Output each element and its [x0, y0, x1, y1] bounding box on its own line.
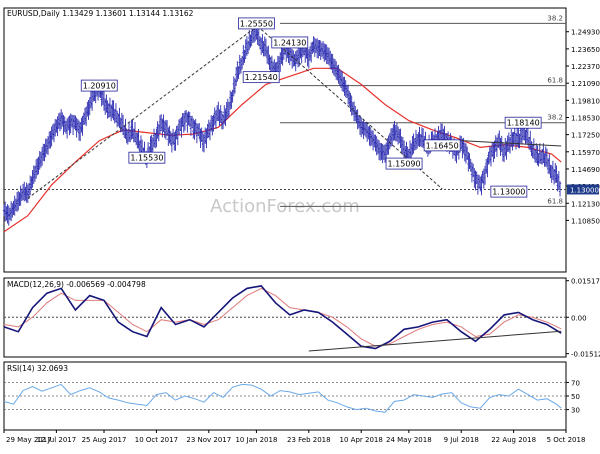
price-ytick-label: 1.17250: [571, 132, 600, 140]
rsi-line: [3, 383, 562, 413]
price-label-box: [242, 71, 280, 84]
price-ytick-label: 1.10850: [571, 217, 600, 225]
fib-label: 38.2: [547, 14, 563, 22]
price-ytick-label: 1.24930: [571, 29, 600, 37]
price-label: 1.13000: [492, 188, 525, 197]
price-trendline: [461, 140, 562, 147]
macd-signal-line: [3, 287, 562, 347]
current-price-label: 1.13000: [570, 186, 599, 194]
price-label-box: [385, 157, 423, 170]
price-ytick-label: 1.22370: [571, 63, 600, 71]
macd-trendline: [308, 330, 562, 352]
fib-label: 38.2: [547, 114, 563, 122]
x-tick-label: 10 Oct 2017: [135, 436, 178, 444]
rsi-ytick-label: 70: [571, 379, 580, 387]
chart-title: EURUSD,Daily 1.13429 1.13601 1.13144 1.1…: [7, 9, 194, 18]
price-label: 1.15530: [130, 154, 163, 163]
x-tick-label: 10 Jan 2018: [235, 436, 277, 444]
price-label: 1.21540: [245, 73, 278, 82]
x-tick-label: 29 May 2017: [6, 436, 52, 444]
rsi-title: RSI(14) 32.0693: [7, 364, 68, 373]
x-tick-label: 23 Feb 2018: [287, 436, 331, 444]
price-ytick-label: 1.15970: [571, 149, 600, 157]
price-label-box: [80, 79, 118, 92]
price-panel-frame: [3, 7, 567, 273]
fib-label: 61.8: [547, 77, 563, 85]
price-ytick-label: 1.21090: [571, 80, 600, 88]
price-ytick-label: 1.19810: [571, 97, 600, 105]
price-label-box: [238, 17, 275, 30]
price-label: 1.20910: [83, 82, 116, 91]
price-label-box: [490, 185, 528, 198]
price-label: 1.24130: [273, 38, 306, 47]
macd-title: MACD(12,26,9) -0.006569 -0.004798: [7, 280, 146, 289]
price-ytick-label: 1.23650: [571, 46, 600, 54]
macd-ytick-label: -0.015126: [571, 351, 600, 359]
current-price-box: [567, 184, 599, 195]
x-tick-label: 22 Aug 2018: [491, 436, 536, 444]
price-label-box: [504, 116, 542, 129]
price-label-box: [423, 139, 461, 152]
fib-label: 61.8: [547, 197, 563, 205]
price-ytick-label: 1.12130: [571, 200, 600, 208]
price-label: 1.25550: [240, 19, 273, 28]
price-label: 1.16450: [426, 141, 459, 150]
x-tick-label: 10 Apr 2018: [340, 436, 383, 444]
rsi-ytick-label: 50: [571, 393, 580, 401]
price-label: 1.18140: [507, 119, 540, 128]
x-tick-label: 9 Jul 2018: [444, 436, 479, 444]
macd-line: [3, 285, 562, 350]
x-tick-label: 5 Oct 2018: [547, 436, 586, 444]
x-tick-label: 12 Jul 2017: [37, 436, 77, 444]
price-trendline: [27, 26, 257, 199]
price-ytick-label: 1.14690: [571, 166, 600, 174]
rsi-ytick-label: 30: [571, 407, 580, 415]
macd-ytick-label: 0.015178: [571, 278, 600, 286]
price-label-box: [271, 36, 309, 49]
price-label: 1.15090: [388, 160, 421, 169]
moving-average-line: [3, 67, 562, 233]
x-tick-label: 24 May 2018: [386, 436, 432, 444]
price-label-box: [128, 151, 166, 164]
x-tick-label: 23 Nov 2017: [186, 436, 231, 444]
x-tick-label: 25 Aug 2017: [82, 436, 127, 444]
price-ytick-label: 1.18530: [571, 114, 600, 122]
macd-ytick-label: 0.00: [571, 314, 587, 322]
